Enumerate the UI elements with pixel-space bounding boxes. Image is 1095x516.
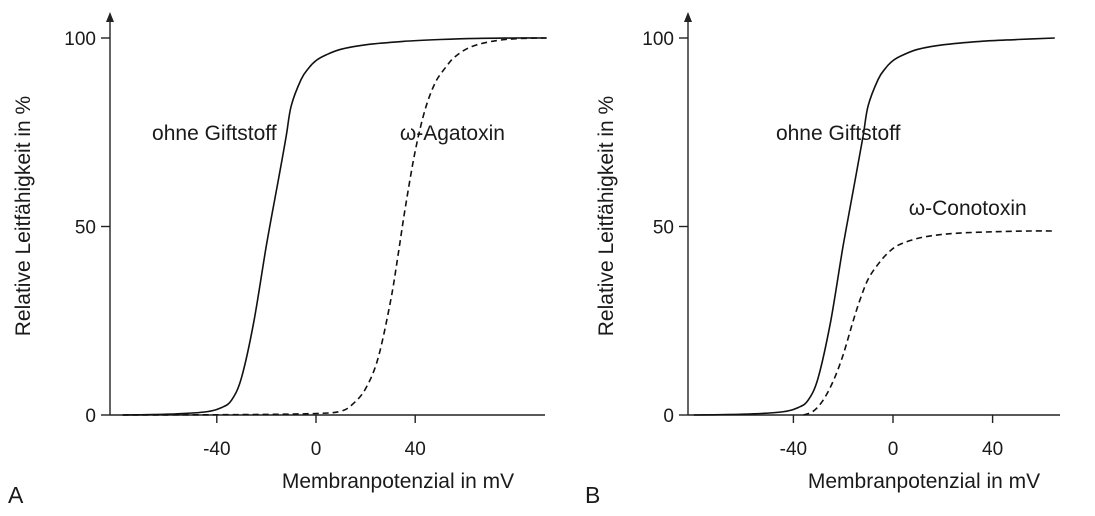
panel-a-y-tick-label: 100	[64, 29, 96, 50]
panel-b-y-tick-label: 50	[653, 218, 674, 239]
panel-a-x-tick-label: 0	[311, 439, 322, 460]
panel-b-series-control-line	[693, 37, 1055, 416]
panel-b-x-tick-label: 0	[888, 439, 899, 460]
panel-b-label: B	[585, 482, 600, 508]
panel-b-y-axis-label: Relative Leitfähigkeit in %	[595, 96, 618, 336]
panel-b-annotation: ohne Giftstoff	[776, 122, 901, 145]
panel-b-y-axis-arrow	[684, 12, 692, 22]
panel-a-y-tick-label: 50	[75, 218, 96, 239]
panel-a-y-tick-label: 0	[85, 406, 96, 427]
panel-a-y-axis-label: Relative Leitfähigkeit in %	[12, 96, 35, 336]
panel-b-x-tick-label: 40	[982, 439, 1003, 460]
panel-b-annotation: ω-Conotoxin	[909, 197, 1027, 220]
panel-a-x-axis-label: Membranpotenzial in mV	[282, 470, 514, 493]
panel-a-x-tick-label: 40	[405, 439, 426, 460]
panel-b-y-tick-label: 0	[663, 406, 674, 427]
panel-b-y-tick-label: 100	[642, 29, 674, 50]
panel-a-annotation: ω-Agatoxin	[400, 122, 505, 145]
panel-a-x-tick-label: -40	[203, 439, 230, 460]
panel-b-series-toxin-line	[803, 230, 1055, 416]
panel-a-annotation: ohne Giftstoff	[152, 122, 277, 145]
panel-a-series-toxin-line	[122, 37, 547, 416]
panel-b-x-axis-label: Membranpotenzial in mV	[808, 470, 1040, 493]
panel-a-y-axis-arrow	[106, 12, 114, 22]
panel-a-series-control-line	[122, 37, 547, 416]
panel-b-x-tick-label: -40	[780, 439, 807, 460]
panel-a-label: A	[8, 482, 24, 508]
